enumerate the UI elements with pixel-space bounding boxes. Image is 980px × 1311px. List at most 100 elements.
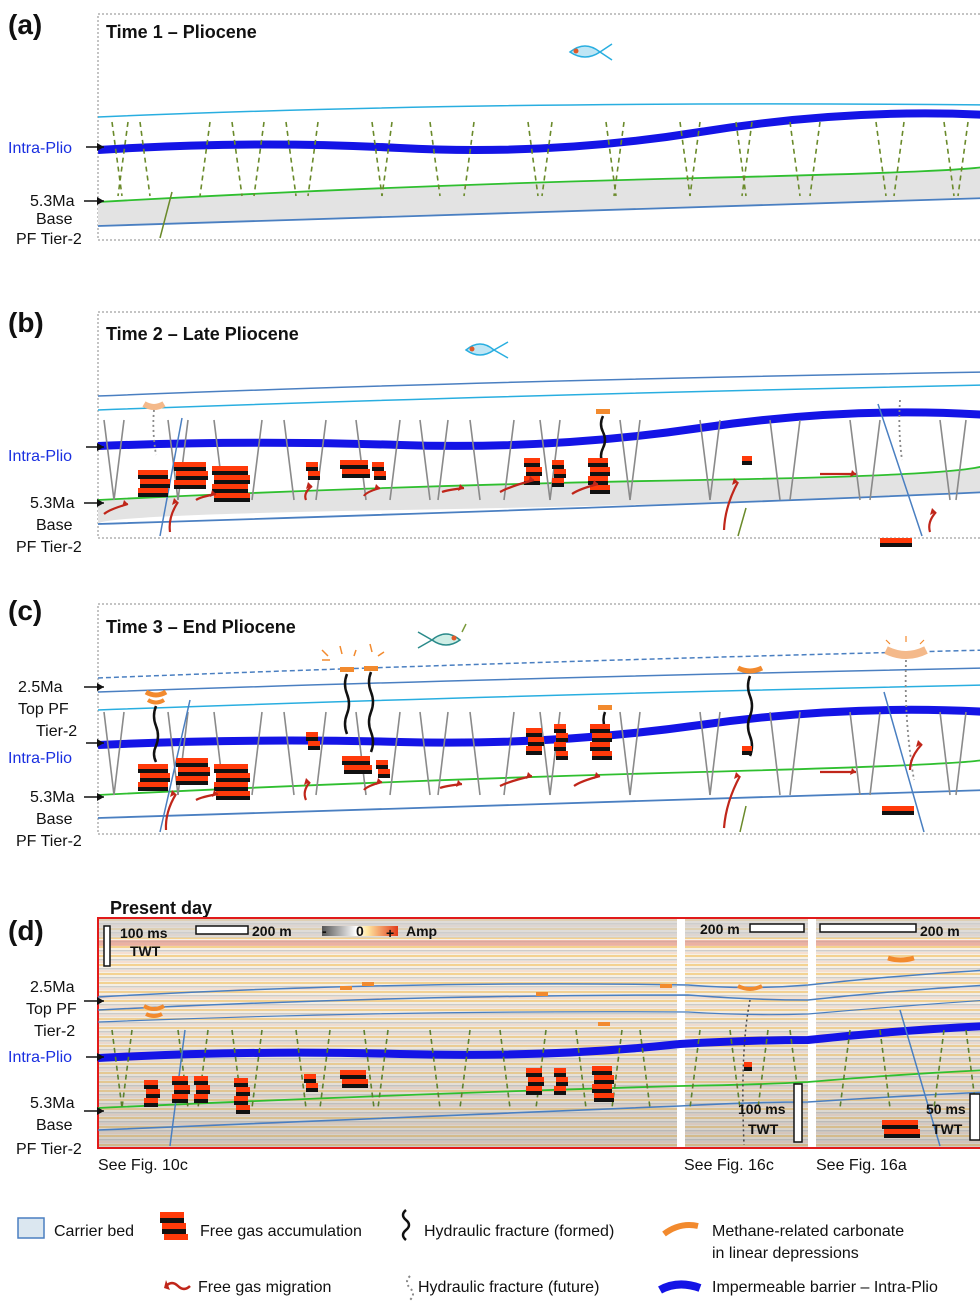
fault-line — [943, 121, 955, 197]
fault-line — [419, 711, 431, 796]
fault-line — [463, 121, 475, 197]
label-top-name-c: Top PF — [18, 701, 69, 718]
fault-line — [295, 1029, 307, 1109]
fault-line — [869, 419, 881, 501]
fault-line — [121, 1029, 133, 1109]
gas-migration-arrows-b — [103, 470, 937, 533]
fault-line — [789, 711, 801, 796]
panel-d-title: Present day — [110, 898, 212, 918]
fault-line — [839, 1029, 851, 1109]
fault-line — [541, 121, 553, 197]
fault-line — [251, 419, 263, 501]
fault-line — [939, 419, 951, 501]
legend-carbonate-line2: in linear depressions — [712, 1245, 859, 1262]
fault-line — [689, 1029, 701, 1109]
fault-line — [709, 419, 721, 501]
fault-line — [789, 121, 801, 197]
section-gap-2 — [808, 918, 816, 1148]
fault-line — [769, 419, 781, 501]
fault-line — [957, 121, 969, 197]
legend: Carrier bed Free gas accumulation Hydrau… — [17, 1209, 938, 1301]
fault-line — [371, 121, 383, 197]
fault-line — [381, 121, 393, 197]
label-base-tier-a: PF Tier-2 — [16, 231, 82, 248]
fault-line — [629, 711, 641, 796]
fault-line — [437, 711, 449, 796]
fault-line — [869, 711, 881, 796]
label-intra-plio-a: Intra-Plio — [8, 140, 72, 157]
panel-d: (d) Present day 100 ms TWT — [8, 898, 980, 1174]
fault-line — [503, 711, 515, 796]
fault-line — [355, 711, 367, 796]
fault-line — [879, 1029, 891, 1109]
fault-line — [251, 1029, 263, 1109]
fault-line — [629, 419, 641, 501]
scale-200m-label-2: 200 m — [700, 921, 740, 937]
panel-a-frame — [97, 13, 980, 241]
polygonal-faults-a — [111, 121, 969, 197]
label-base-age-d: 5.3Ma — [30, 1095, 75, 1112]
label-intra-plio-c: Intra-Plio — [8, 750, 72, 767]
polygonal-faults-b — [103, 419, 967, 501]
fault-line — [363, 1029, 375, 1109]
ref-fig10c: See Fig. 10c — [98, 1157, 188, 1174]
polygonal-faults-d — [111, 1029, 977, 1109]
fault-line — [769, 711, 781, 796]
label-base-name-a: Base — [36, 211, 73, 228]
amp-plus: + — [386, 925, 394, 941]
label-intra-plio-d: Intra-Plio — [8, 1049, 72, 1066]
fault-line — [613, 121, 625, 197]
base-horizon-a — [97, 166, 980, 203]
fault-line — [231, 121, 243, 197]
label-top-tier-d: Tier-2 — [34, 1023, 75, 1040]
fault-line — [253, 121, 265, 197]
gas-accumulations-c — [138, 724, 914, 815]
carbonate-icon — [662, 1222, 699, 1237]
panel-a-label: (a) — [8, 9, 42, 40]
label-top-name-d: Top PF — [26, 1001, 77, 1018]
fault-line — [955, 711, 967, 796]
fault-line — [389, 711, 401, 796]
legend-hydraulic-formed: Hydraulic fracture (formed) — [424, 1223, 614, 1240]
label-base-age-b: 5.3Ma — [30, 495, 75, 512]
section-gap-1 — [677, 918, 685, 1148]
label-base-age-c: 5.3Ma — [30, 789, 75, 806]
label-base-tier-c: PF Tier-2 — [16, 833, 82, 850]
fault-line — [933, 1029, 945, 1109]
impermeable-barrier-icon — [658, 1280, 702, 1294]
fault-line — [389, 419, 401, 501]
fish-icon — [417, 623, 467, 649]
fault-line — [849, 711, 861, 796]
label-base-tier-b: PF Tier-2 — [16, 539, 82, 556]
fault-line — [527, 121, 539, 197]
fault-line — [539, 419, 551, 501]
panel-c-label: (c) — [8, 595, 42, 626]
fault-line — [111, 121, 123, 197]
panel-c-title: Time 3 – End Pliocene — [106, 617, 296, 637]
panel-c-frame — [97, 603, 980, 835]
legend-free-gas-migration: Free gas migration — [198, 1279, 331, 1296]
carrier-bed-swatch — [17, 1217, 45, 1239]
scale-twt-label-2: TWT — [748, 1121, 779, 1137]
fault-line — [113, 419, 125, 501]
panel-b-frame — [97, 311, 980, 539]
scale-50ms-label: 50 ms — [926, 1101, 966, 1117]
amp-zero: 0 — [356, 923, 364, 939]
intra-plio-barrier-a — [97, 109, 980, 154]
fault-line — [575, 1029, 587, 1109]
ref-fig16a: See Fig. 16a — [816, 1157, 907, 1174]
scale-bar-100ms — [103, 925, 111, 967]
scale-100ms-label: 100 ms — [120, 925, 168, 941]
fault-line — [251, 711, 263, 796]
panel-a: (a) Time 1 – Pliocene Intra-Plio 5.3Ma B… — [8, 9, 980, 248]
amplitude-colorbar — [322, 926, 398, 936]
fault-line — [849, 419, 861, 501]
fault-line — [419, 419, 431, 501]
carrier-bed-a — [98, 167, 980, 226]
fault-line — [619, 419, 631, 501]
legend-hydraulic-future: Hydraulic fracture (future) — [418, 1279, 599, 1296]
fault-line — [469, 711, 481, 796]
amp-label: Amp — [406, 923, 437, 939]
fault-line — [639, 1029, 651, 1109]
